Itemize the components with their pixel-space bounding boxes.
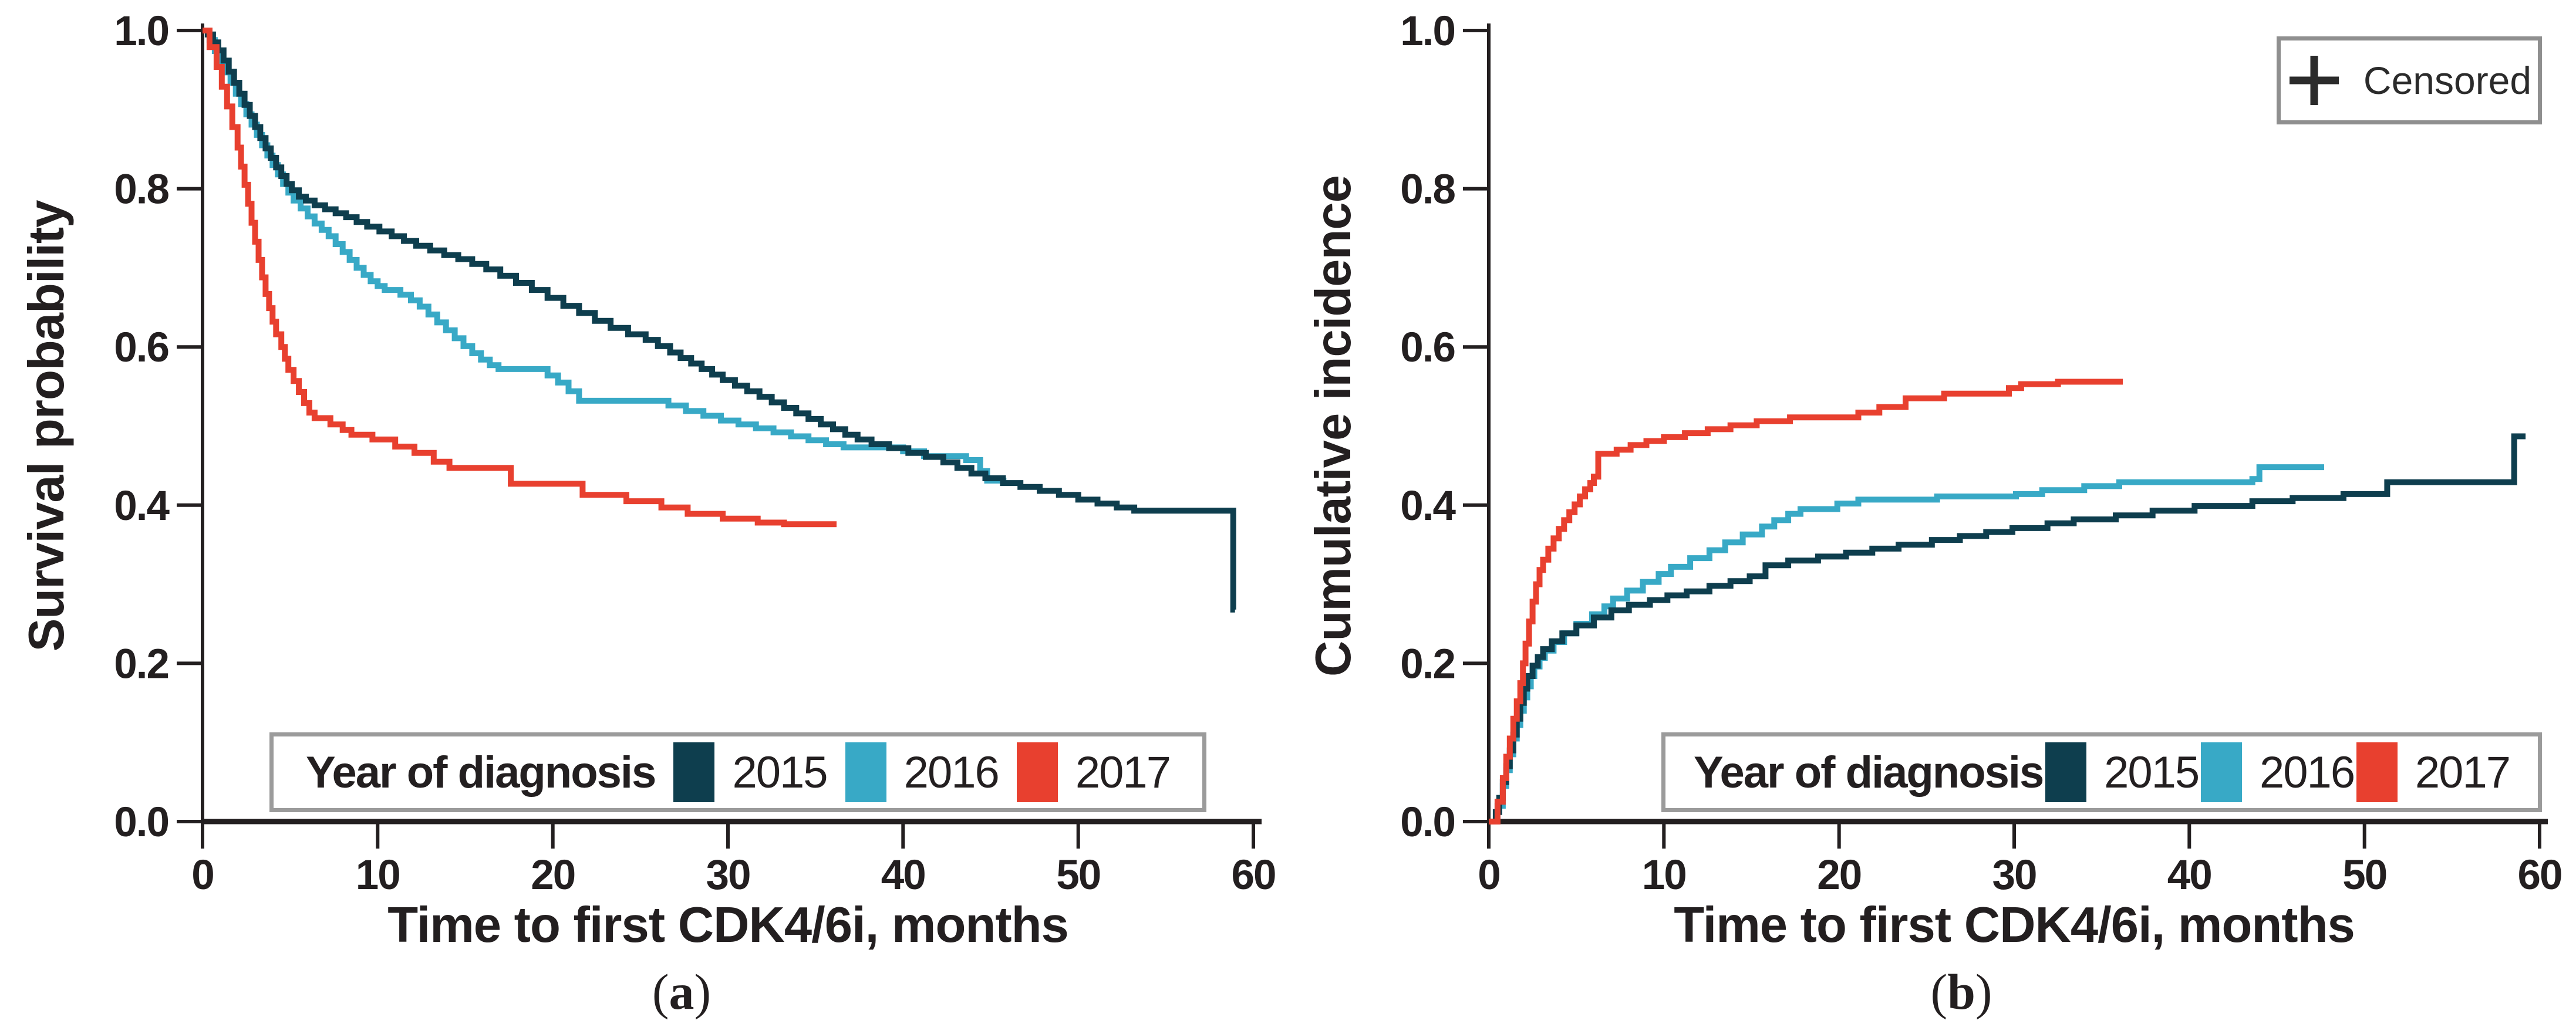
panel-caption-a: (a) <box>564 962 799 1021</box>
censored-legend-box: Censored <box>2277 36 2542 124</box>
y-tick-label: 1.0 <box>1400 8 1455 55</box>
y-tick-label: 0.2 <box>114 641 168 687</box>
survival-plot-canvas: 0.0 0.2 0.4 0.6 0.8 1.0 0 10 20 30 40 50 60 <box>114 8 1276 898</box>
series-2015-curve <box>203 28 1236 613</box>
x-tick-label: 30 <box>706 852 750 898</box>
legend-title-b: Year of diagnosis <box>1694 747 2044 798</box>
x-tick-label: 10 <box>1642 852 1686 898</box>
legend-item-2015: 2015 <box>673 742 828 802</box>
series-2015-curve <box>1489 433 2526 825</box>
x-axis-title-b: Time to first CDK4/6i, months <box>1674 897 2355 953</box>
censored-label: Censored <box>2363 59 2532 102</box>
x-tick-label: 10 <box>356 852 400 898</box>
y-tick-label: 0.6 <box>114 325 168 371</box>
series-2017-curve <box>203 28 837 528</box>
x-tick-label: 0 <box>191 852 214 898</box>
legend-item-2017: 2017 <box>2356 742 2511 802</box>
legend-swatch-2016 <box>2201 742 2243 802</box>
y-tick-label: 1.0 <box>114 8 168 55</box>
x-tick-label: 20 <box>1817 852 1861 898</box>
legend-label-2015: 2015 <box>2104 747 2200 798</box>
legend-label-2015: 2015 <box>732 747 828 798</box>
x-axis-title-a: Time to first CDK4/6i, months <box>387 897 1069 953</box>
caption-paren: ) <box>1975 964 1992 1020</box>
caption-paren: ) <box>694 964 712 1020</box>
legend-swatch-2017 <box>2356 742 2398 802</box>
series-2017-curve <box>1489 379 2123 825</box>
x-tick-label: 30 <box>1992 852 2036 898</box>
legend-box-a: Year of diagnosis 2015 2016 2017 <box>269 732 1206 812</box>
legend-box-b: Year of diagnosis 2015 2016 2017 <box>1661 732 2542 812</box>
legend-item-2016: 2016 <box>845 742 1000 802</box>
legend-label-2017: 2017 <box>2415 747 2511 798</box>
legend-item-2015: 2015 <box>2045 742 2200 802</box>
censored-plus-icon <box>2289 56 2339 105</box>
legend-swatch-2015 <box>673 742 715 802</box>
panel-caption-b: (b) <box>1844 962 2079 1021</box>
caption-letter: a <box>669 964 694 1020</box>
legend-label-2016: 2016 <box>2260 747 2355 798</box>
y-tick-label: 0.4 <box>114 483 170 529</box>
caption-letter: b <box>1947 964 1975 1020</box>
y-axis-title-survival: Survival probability <box>19 200 75 652</box>
x-tick-label: 50 <box>2342 852 2386 898</box>
y-tick-label: 0.2 <box>1400 641 1455 687</box>
y-tick-label: 0.8 <box>114 167 168 213</box>
legend-swatch-2017 <box>1016 742 1058 802</box>
legend-item-2016: 2016 <box>2201 742 2355 802</box>
y-axis-title-incidence: Cumulative incidence <box>1306 175 1361 677</box>
x-tick-label: 60 <box>2518 852 2562 898</box>
caption-paren: ( <box>652 964 669 1020</box>
legend-item-2017: 2017 <box>1016 742 1171 802</box>
legend-label-2017: 2017 <box>1075 747 1171 798</box>
y-tick-label: 0.8 <box>1400 167 1455 213</box>
caption-paren: ( <box>1930 964 1948 1020</box>
x-tick-label: 40 <box>881 852 925 898</box>
legend-title-a: Year of diagnosis <box>306 747 656 798</box>
x-tick-label: 0 <box>1478 852 1500 898</box>
x-tick-label: 60 <box>1232 852 1276 898</box>
x-tick-label: 20 <box>531 852 575 898</box>
y-tick-label: 0.4 <box>1400 483 1456 529</box>
series-2016-curve <box>203 28 1007 484</box>
x-tick-label: 50 <box>1056 852 1100 898</box>
legend-swatch-2016 <box>845 742 886 802</box>
legend-swatch-2015 <box>2045 742 2087 802</box>
legend-label-2016: 2016 <box>903 747 1000 798</box>
y-tick-label: 0.6 <box>1400 325 1455 371</box>
y-tick-label: 0.0 <box>1400 799 1455 846</box>
x-tick-label: 40 <box>2167 852 2211 898</box>
incidence-plot-canvas: 0.0 0.2 0.4 0.6 0.8 1.0 0 10 20 30 40 50 60 <box>1400 8 2562 898</box>
y-tick-label: 0.0 <box>114 799 168 846</box>
